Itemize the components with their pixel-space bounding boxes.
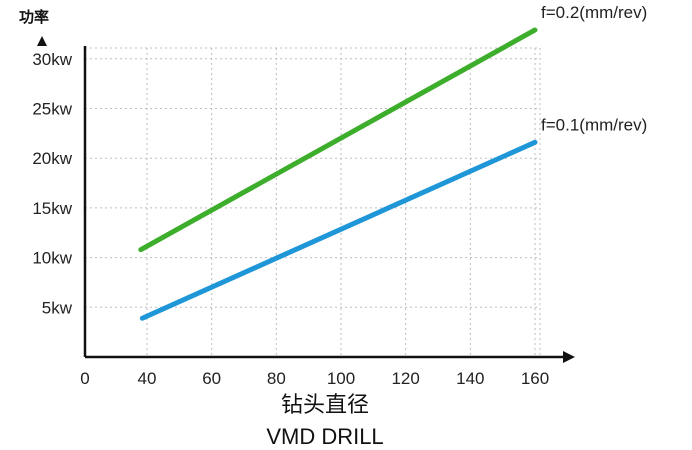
x-tick-label: 60	[202, 369, 221, 388]
y-label-arrow	[37, 36, 47, 46]
series-lines: f=0.2(mm/rev) f=0.1(mm/rev)	[138, 3, 647, 321]
axes	[37, 36, 575, 363]
axis-labels: 功率 钻头直径 VMD DRILL	[19, 8, 384, 449]
y-tick-label: 10kw	[32, 249, 72, 268]
x-tick-label: 40	[138, 369, 157, 388]
x-tick-label: 0	[80, 369, 89, 388]
x-axis-label: 钻头直径	[281, 393, 369, 418]
x-tick-label: 160	[521, 369, 549, 388]
y-tick-label: 15kw	[32, 199, 72, 218]
y-tick-label: 5kw	[42, 298, 73, 317]
series-line	[139, 139, 538, 321]
y-tick-label: 20kw	[32, 149, 72, 168]
y-tick-label: 30kw	[32, 50, 72, 69]
x-axis-sublabel: VMD DRILL	[266, 424, 383, 449]
series-label: f=0.2(mm/rev)	[541, 3, 647, 22]
x-tick-label: 100	[327, 369, 355, 388]
series-line	[138, 27, 538, 253]
x-tick-label: 120	[391, 369, 419, 388]
x-axis-arrow	[563, 351, 575, 363]
series-label: f=0.1(mm/rev)	[541, 115, 647, 134]
x-tick-label: 140	[456, 369, 484, 388]
x-tick-label: 80	[267, 369, 286, 388]
y-axis-label: 功率	[19, 8, 49, 26]
y-tick-label: 25kw	[32, 100, 72, 119]
tick-labels: 0 40 60 80 100 120 140 160 5kw 10kw 15kw 20kw 25kw 30…	[32, 50, 549, 388]
